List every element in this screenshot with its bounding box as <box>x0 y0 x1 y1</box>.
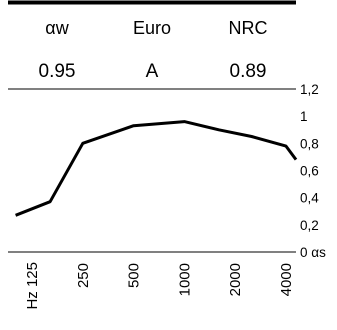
y-tick-label: 0,2 <box>300 218 319 233</box>
y-tick-label: 0,6 <box>300 164 319 179</box>
x-tick-label: 4000 <box>278 263 295 296</box>
x-tick-label: 1000 <box>176 263 193 296</box>
y-tick-label: 1 <box>300 109 308 124</box>
y-tick-label: 0,4 <box>300 191 319 206</box>
y-tick-label: 0,8 <box>300 136 319 151</box>
series-line <box>15 120 298 217</box>
header-label-nrc: NRC <box>229 18 268 38</box>
x-tick-label: 2000 <box>227 263 244 296</box>
y-tick-label: 1,2 <box>300 82 319 97</box>
header-label-aw: αw <box>45 18 69 38</box>
x-tick-label: Hz 125 <box>24 262 41 310</box>
header-value-nrc: 0.89 <box>230 61 267 82</box>
x-axis-ticks: Hz 125 250 500 1000 2000 4000 <box>24 262 295 310</box>
y-axis-ticks: 1,2 1 0,8 0,6 0,4 0,2 0 αs <box>300 82 326 260</box>
x-tick-label: 500 <box>126 263 143 288</box>
header-value-aw: 0.95 <box>39 61 76 82</box>
y-tick-label: 0 αs <box>300 245 326 260</box>
header-label-euro: Euro <box>133 18 171 38</box>
x-tick-label: 250 <box>75 263 92 288</box>
series-layer <box>15 120 298 217</box>
header-value-euro: A <box>146 61 159 82</box>
